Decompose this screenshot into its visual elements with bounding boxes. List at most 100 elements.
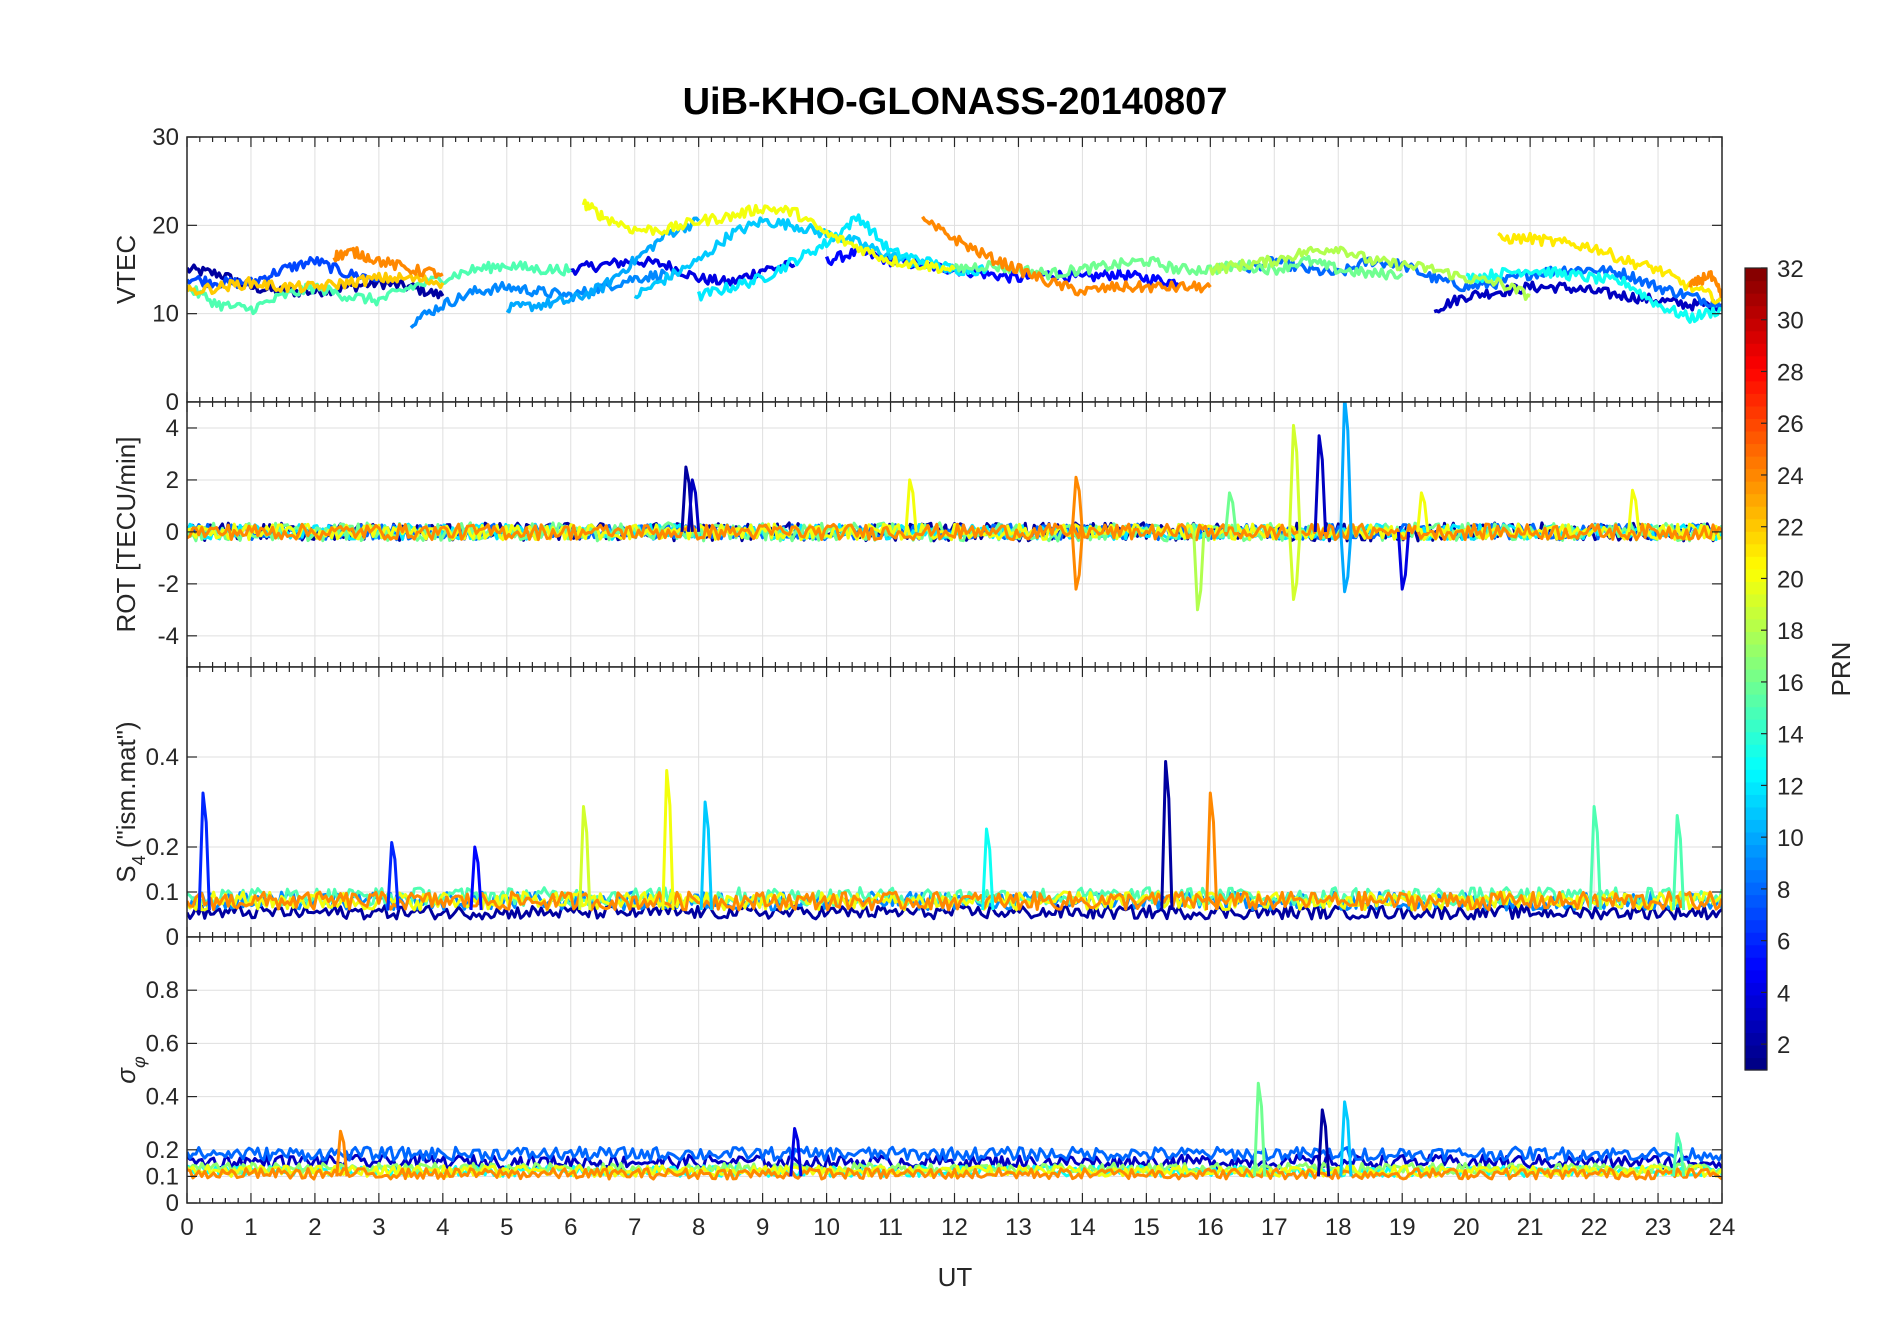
colorbar-tick-label: 6	[1777, 929, 1790, 956]
x-tick-label: 11	[878, 1214, 903, 1241]
spike-prn-10	[1339, 531, 1353, 594]
data-area	[187, 402, 1722, 612]
spike-prn-20	[1627, 488, 1641, 533]
y-tick-label: 0	[166, 519, 179, 546]
series-line-prn-24	[1688, 270, 1722, 299]
x-ticks	[186, 667, 1723, 937]
colorbar-segment	[1745, 368, 1767, 382]
series-line-prn-2	[187, 263, 445, 300]
x-tick-label: 8	[692, 1214, 705, 1241]
y-axis-label: VTEC	[111, 235, 141, 304]
colorbar-segment	[1745, 343, 1767, 357]
spike-prn-6	[386, 841, 400, 911]
y-tick-label: 2	[166, 467, 179, 494]
x-tick-label: 17	[1261, 1214, 1288, 1241]
data-area	[187, 198, 1722, 330]
spike-prn-15	[1671, 1132, 1686, 1177]
spike-prn-2	[1316, 1108, 1331, 1177]
x-tick-label: 24	[1709, 1214, 1736, 1241]
colorbar-segment	[1745, 643, 1767, 658]
y-tick-label: -2	[158, 571, 179, 598]
colorbar-frame	[1744, 267, 1768, 1071]
spike-prn-3	[1313, 434, 1327, 532]
colorbar-segment	[1745, 455, 1767, 470]
x-ticks	[186, 402, 1723, 667]
y-tick-label: 0	[166, 924, 179, 951]
y-tick-label: 0.6	[146, 1030, 179, 1057]
x-tick-label: 3	[372, 1214, 385, 1241]
y-axis-label-main: S	[111, 865, 141, 882]
x-tick-label: 6	[564, 1214, 577, 1241]
colorbar-tick-label: 2	[1777, 1032, 1790, 1059]
colorbar-segment	[1745, 1007, 1767, 1021]
y-tick-label: 0	[166, 389, 179, 416]
y-axis-label: σφ	[111, 1056, 149, 1084]
colorbar-segment	[1745, 330, 1767, 344]
colorbar-segment	[1745, 831, 1767, 846]
series-line-prn-8	[1241, 255, 1722, 312]
spike-prn-20	[904, 478, 918, 533]
colorbar-segment	[1745, 844, 1767, 858]
y-tick-label: 30	[152, 124, 179, 151]
x-tick-label: 1	[244, 1214, 257, 1241]
colorbar-segment	[1745, 393, 1767, 407]
y-tick-label: 0.1	[146, 1163, 179, 1190]
colorbar-tick-label: 12	[1777, 773, 1804, 800]
colorbar-tick-label: 4	[1777, 980, 1790, 1007]
series-line-prn-24	[187, 1167, 1722, 1181]
colorbar-segment	[1745, 506, 1767, 520]
spike-prn-15	[1671, 814, 1686, 911]
x-tick-label: 22	[1581, 1214, 1608, 1241]
x-tick-label: 15	[1133, 1214, 1160, 1241]
spike-prn-24	[1070, 475, 1084, 533]
x-tick-label: 20	[1453, 1214, 1480, 1241]
colorbar-segment	[1745, 769, 1767, 783]
colorbar-segment	[1745, 856, 1767, 871]
spike-prn-11	[1339, 1100, 1353, 1177]
spike-prn-11	[699, 800, 713, 911]
colorbar-segment	[1745, 894, 1767, 908]
series-line-prn-13	[1465, 266, 1722, 324]
colorbar-segment	[1745, 268, 1767, 282]
colorbar-tick-label: 28	[1777, 359, 1804, 386]
colorbar-segment	[1745, 794, 1767, 808]
colorbar-segment	[1745, 293, 1767, 307]
series-line-prn-24	[187, 522, 1722, 542]
y-tick-label: 0.2	[146, 1137, 179, 1164]
colorbar-segment	[1745, 806, 1767, 820]
y-tick-label: 0.2	[146, 834, 179, 861]
colorbar-segment	[1745, 932, 1767, 946]
x-tick-label: 18	[1325, 1214, 1352, 1241]
spike-prn-16	[1224, 491, 1238, 533]
x-tick-label: 21	[1517, 1214, 1544, 1241]
colorbar-segment	[1745, 994, 1767, 1008]
colorbar-segment	[1745, 869, 1767, 883]
colorbar-segment	[1745, 1057, 1767, 1071]
x-tick-label: 13	[1005, 1214, 1032, 1241]
panel-vtec: 0 10 20 30 VTEC	[111, 124, 1723, 416]
colorbar-segment	[1745, 318, 1767, 332]
colorbar-segment	[1745, 656, 1767, 670]
series-line-prn-8	[187, 1145, 1722, 1162]
x-tick-label: 16	[1197, 1214, 1224, 1241]
colorbar-segment	[1745, 907, 1767, 921]
colorbar-label: PRN	[1826, 642, 1856, 697]
y-tick-label: -4	[158, 623, 179, 650]
spike-prn-4	[789, 1127, 803, 1177]
grid	[186, 402, 1723, 667]
colorbar-segment	[1745, 568, 1767, 582]
spike-prn-20	[1416, 491, 1430, 533]
y-axis-label-sub: φ	[129, 1056, 149, 1068]
spike-prn-18	[1192, 531, 1206, 612]
colorbar-segment	[1745, 744, 1767, 758]
colorbar-tick-label: 30	[1777, 308, 1804, 335]
y-tick-label: 0.4	[146, 744, 179, 771]
colorbar-segment	[1745, 731, 1767, 745]
spike-prn-20	[661, 769, 675, 911]
colorbar-segment	[1745, 618, 1767, 633]
colorbar-segment	[1745, 781, 1767, 795]
spike-prn-24	[1070, 531, 1084, 591]
colorbar-tick-label: 16	[1777, 670, 1804, 697]
colorbar-segment	[1745, 443, 1767, 457]
